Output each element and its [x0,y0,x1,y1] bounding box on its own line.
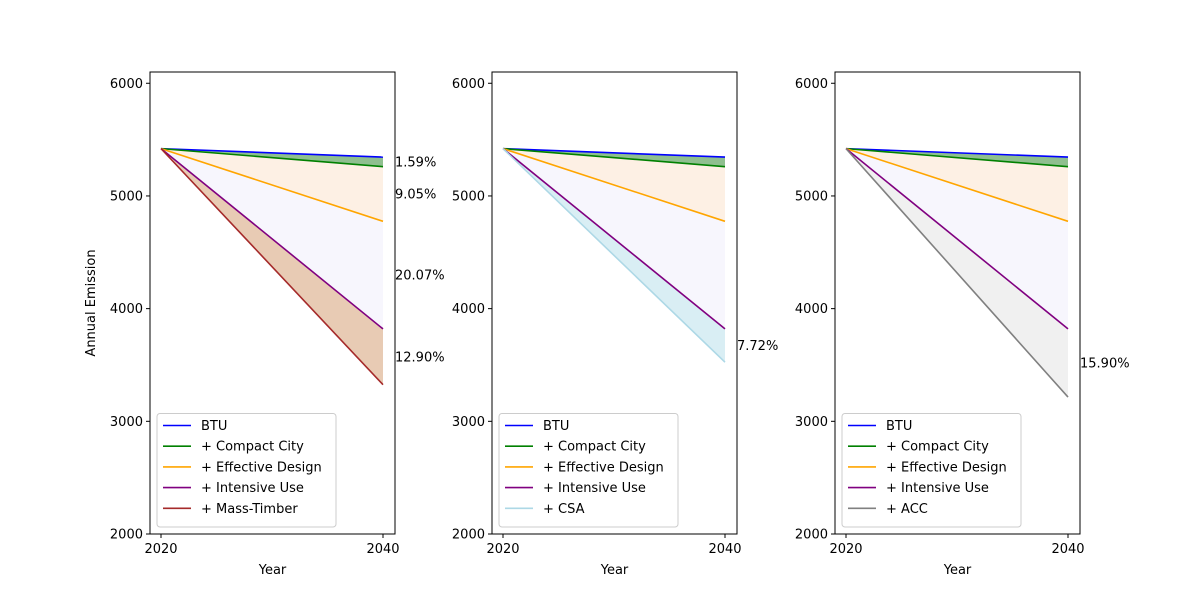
legend-label: BTU [886,419,912,434]
band-percent-label: 7.72% [737,339,778,354]
series-line-4 [502,148,726,330]
y-axis-label: Annual Emission [84,249,99,356]
x-axis-label: Year [943,563,972,578]
y-tick-label: 2000 [452,528,485,543]
y-tick-label: 5000 [452,189,485,204]
legend-label: + Compact City [543,440,646,455]
axes-frame [834,71,1081,535]
legend-label: + Compact City [201,440,304,455]
legend-label: BTU [543,419,569,434]
x-tick-label: 2040 [1051,542,1084,557]
legend-label: + Intensive Use [886,481,989,496]
y-tick-label: 2000 [795,528,828,543]
legend-label: + Intensive Use [543,481,646,496]
band-percent-label: 1.59% [395,155,436,170]
x-tick-label: 2020 [829,542,862,557]
axes-frame [491,71,738,535]
legend-label: + CSA [543,502,585,517]
band-percent-label: 15.90% [1080,357,1130,372]
x-tick-label: 2020 [144,542,177,557]
y-tick-label: 4000 [452,302,485,317]
legend-box [498,413,679,528]
y-tick-label: 3000 [452,415,485,430]
legend: BTU + Compact City + Effective Design + Int… [498,413,679,528]
series-line-2 [160,147,384,168]
x-tick-label: 2020 [486,542,519,557]
series-line-3 [845,147,1069,223]
y-tick-label: 2000 [110,528,143,543]
series-line-1 [845,147,1069,158]
x-tick-label: 2040 [708,542,741,557]
y-tick-label: 4000 [110,302,143,317]
band-percent-label: 12.90% [395,350,445,365]
series-line-3 [160,147,384,223]
y-tick-label: 3000 [795,415,828,430]
band-percent-label: 9.05% [395,187,436,202]
series-line-3 [502,147,726,223]
axes-frame [149,71,396,535]
series-line-1 [160,147,384,158]
legend-label: + Compact City [886,440,989,455]
x-tick-label: 2040 [366,542,399,557]
series-line-2 [845,147,1069,168]
y-tick-label: 6000 [110,77,143,92]
x-axis-label: Year [258,563,287,578]
y-tick-label: 5000 [795,189,828,204]
y-tick-label: 6000 [452,77,485,92]
series-line-5 [160,148,384,386]
series-line-5 [502,148,726,363]
band-percent-label: 20.07% [395,269,445,284]
legend-label: BTU [201,419,227,434]
series-line-5 [845,148,1069,398]
chart-panel-2: 2000 3000 4000 5000 6000 2020 2040 Year 7.72% BTU… [452,71,778,578]
legend: BTU + Compact City + Effective Design + Int… [156,413,337,528]
legend-box [156,413,337,528]
legend-label: + Effective Design [201,460,322,475]
legend-label: + Intensive Use [201,481,304,496]
y-tick-label: 5000 [110,189,143,204]
legend-label: + Mass-Timber [201,502,298,517]
series-line-4 [160,148,384,330]
legend-box [841,413,1022,528]
series-line-1 [502,147,726,158]
series-line-4 [845,148,1069,330]
legend-label: + Effective Design [543,460,664,475]
y-tick-label: 6000 [795,77,828,92]
y-tick-label: 3000 [110,415,143,430]
chart-panel-3: 2000 3000 4000 5000 6000 2020 2040 Year 15.90% BT… [795,71,1130,578]
chart-panel-1: 2000 3000 4000 5000 6000 2020 2040 Year 1.59% 9.0… [110,71,445,578]
legend: BTU + Compact City + Effective Design + Int… [841,413,1022,528]
y-tick-label: 4000 [795,302,828,317]
series-line-2 [502,147,726,168]
legend-label: + Effective Design [886,460,1007,475]
legend-label: + ACC [886,502,928,517]
x-axis-label: Year [600,563,629,578]
